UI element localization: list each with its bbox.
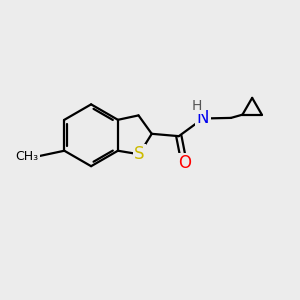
Text: CH₃: CH₃ [16,149,39,163]
Text: H: H [191,99,202,113]
Text: N: N [197,110,209,128]
Text: S: S [134,145,144,163]
Text: O: O [178,154,190,172]
